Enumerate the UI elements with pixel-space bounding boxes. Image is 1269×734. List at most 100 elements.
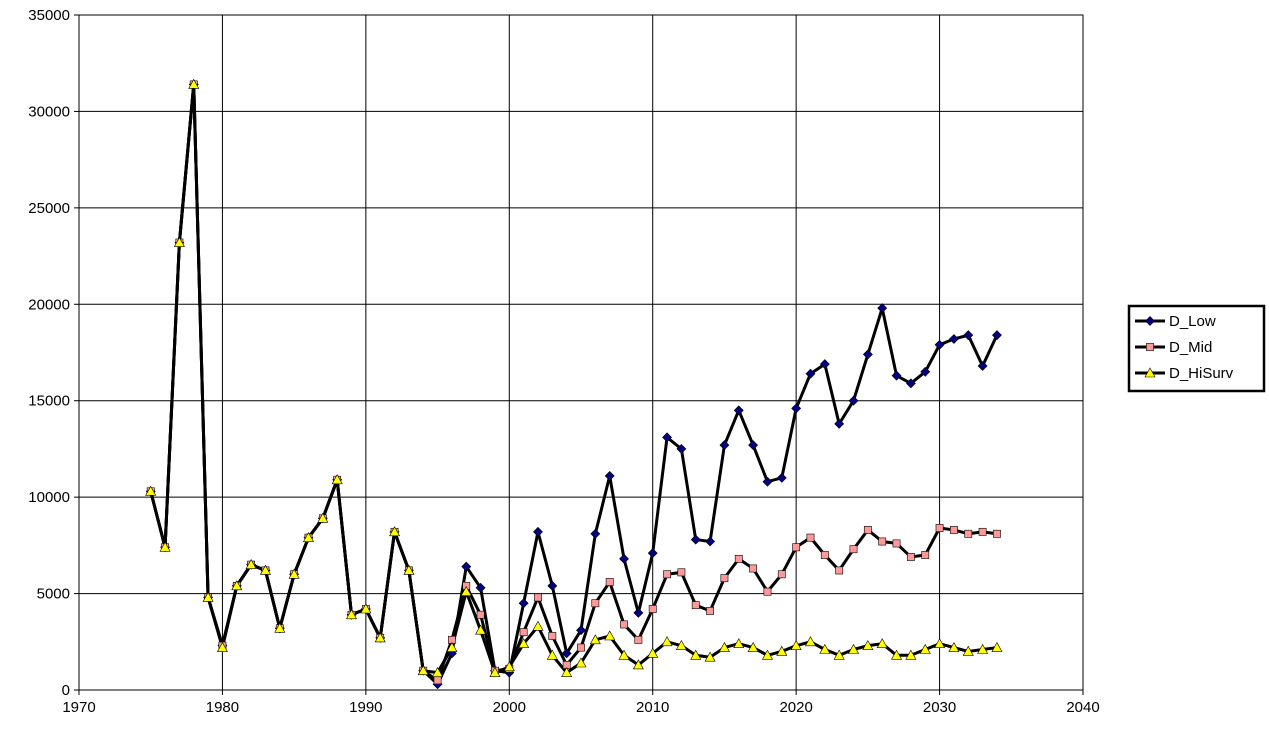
data-point-d-low [518,598,529,609]
data-point-d-hisurv [690,649,702,660]
y-tick-label: 0 [62,682,70,699]
series-markers-d-hisurv [145,78,1003,677]
data-point-d-mid [663,570,671,579]
data-point-d-mid [921,551,930,559]
data-point-d-hisurv [518,638,530,649]
x-tick-label: 1980 [206,699,239,716]
data-point-d-hisurv [891,649,903,660]
data-point-d-mid [964,529,973,538]
data-point-d-low [561,648,572,659]
data-point-d-hisurv [288,568,300,579]
legend-item-d-mid[interactable]: D_Mid [1135,339,1212,356]
data-point-d-mid [706,607,714,615]
data-point-d-hisurv [819,643,831,654]
data-point-d-low [877,303,888,314]
data-point-d-hisurv [389,526,401,537]
x-tick-label: 2030 [923,699,956,716]
data-point-d-hisurv [360,603,372,614]
data-point-d-hisurv [532,620,544,631]
data-point-d-hisurv [417,665,429,676]
data-point-d-low [461,561,472,572]
legend-label: D_HiSurv [1169,365,1234,382]
data-point-d-low [690,534,701,545]
y-tick-label: 30000 [28,103,70,120]
data-point-d-mid [476,610,485,619]
data-point-d-hisurv [761,649,773,660]
data-point-d-low [619,553,629,564]
legend-label: D_Mid [1169,339,1212,356]
data-point-d-mid [691,601,700,610]
data-point-d-hisurv [374,632,386,643]
data-point-d-low [576,625,586,636]
data-point-d-hisurv [833,649,845,660]
data-point-d-hisurv [876,638,888,649]
data-point-d-mid [978,527,987,536]
data-point-d-hisurv [346,609,358,620]
data-point-d-hisurv [804,636,816,647]
data-point-d-mid [763,587,772,596]
y-tick-label: 35000 [28,7,70,24]
data-point-d-hisurv [503,661,515,672]
data-point-d-hisurv [776,645,788,656]
data-point-d-hisurv [919,643,931,654]
data-point-d-mid [591,599,600,608]
data-point-d-hisurv [145,485,157,496]
data-point-d-hisurv [575,657,587,668]
y-tick-label: 20000 [28,296,70,313]
data-point-d-low [733,405,744,416]
legend[interactable]: D_Low D_Mid D_HiSurv [1127,304,1266,393]
data-point-d-hisurv [733,638,745,649]
data-point-d-hisurv [159,541,171,552]
x-tick-label: 2010 [636,699,669,716]
data-point-d-hisurv [231,580,243,591]
data-point-d-hisurv [245,559,257,569]
data-point-d-low [676,444,687,454]
data-point-d-low [776,472,787,483]
data-point-d-hisurv [632,659,644,670]
data-point-d-hisurv [489,667,501,677]
data-point-d-mid [849,545,858,554]
data-point-d-hisurv [704,651,716,662]
data-point-d-hisurv [905,649,917,660]
data-point-d-low [705,536,716,547]
legend-item-d-hisurv[interactable]: D_HiSurv [1135,365,1234,382]
data-point-d-low [647,548,658,558]
data-point-d-hisurv [432,667,444,677]
legend-label: D_Low [1169,313,1216,330]
x-tick-label: 2020 [779,699,812,716]
data-point-d-mid [792,543,801,552]
y-tick-label: 15000 [28,393,70,410]
y-tick-label: 10000 [28,489,70,506]
data-point-d-hisurv [460,586,472,596]
legend-item-d-low[interactable]: D_Low [1135,313,1216,330]
series-layer [145,78,1003,690]
x-tick-label: 2000 [493,699,526,716]
data-point-d-hisurv [848,643,860,654]
data-point-d-hisurv [977,643,989,654]
data-point-d-hisurv [259,564,271,575]
data-point-d-low [934,339,945,350]
plot-area [78,14,1084,691]
axes: 0 5000 10000 15000 20000 25000 30000 35000 1970 1… [28,7,1099,716]
y-tick-label: 25000 [28,200,70,217]
data-point-d-mid [906,553,915,561]
data-point-d-mid [777,570,786,579]
data-point-d-low [748,440,759,450]
data-point-d-hisurv [331,474,343,485]
data-point-d-hisurv [604,630,616,641]
data-point-d-mid [878,537,887,546]
data-point-d-low [891,370,902,381]
data-point-d-mid [950,526,958,534]
data-point-d-hisurv [475,624,487,635]
data-point-d-low [604,471,615,481]
data-point-d-mid [548,632,557,640]
data-point-d-hisurv [216,641,228,652]
legend-marker [1145,316,1155,326]
data-point-d-mid [634,635,643,644]
x-tick-label: 1970 [62,699,95,716]
data-point-d-hisurv [446,641,458,652]
data-point-d-hisurv [862,640,874,650]
data-point-d-mid [605,578,614,586]
data-point-d-mid [519,628,528,637]
